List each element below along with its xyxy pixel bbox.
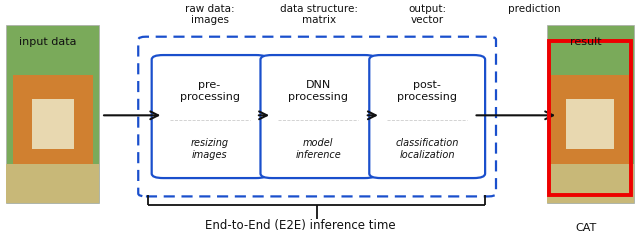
Text: prediction: prediction	[508, 4, 561, 14]
Bar	[32, 99, 74, 149]
Text: post-
processing: post- processing	[397, 80, 457, 102]
Bar	[13, 75, 93, 191]
Text: input data: input data	[19, 37, 77, 47]
Text: model
inference: model inference	[296, 137, 341, 159]
Text: DNN
processing: DNN processing	[289, 80, 348, 102]
Bar	[550, 75, 630, 191]
Bar	[547, 25, 634, 203]
Text: End-to-End (E2E) inference time: End-to-End (E2E) inference time	[205, 219, 396, 232]
Text: output:
vector: output: vector	[408, 4, 447, 25]
FancyBboxPatch shape	[369, 55, 485, 178]
FancyBboxPatch shape	[152, 55, 268, 178]
Text: resizing
images: resizing images	[191, 137, 228, 159]
Text: raw data:
images: raw data: images	[185, 4, 235, 25]
Bar	[6, 25, 99, 203]
Text: data structure:
matrix: data structure: matrix	[280, 4, 358, 25]
Bar	[547, 164, 634, 203]
Text: result: result	[570, 37, 602, 47]
Bar	[549, 41, 631, 195]
FancyBboxPatch shape	[260, 55, 376, 178]
Text: CAT: CAT	[575, 223, 596, 233]
Text: classification
localization: classification localization	[396, 137, 459, 159]
Text: pre-
processing: pre- processing	[180, 80, 239, 102]
Bar	[566, 99, 614, 149]
Bar	[6, 164, 99, 203]
